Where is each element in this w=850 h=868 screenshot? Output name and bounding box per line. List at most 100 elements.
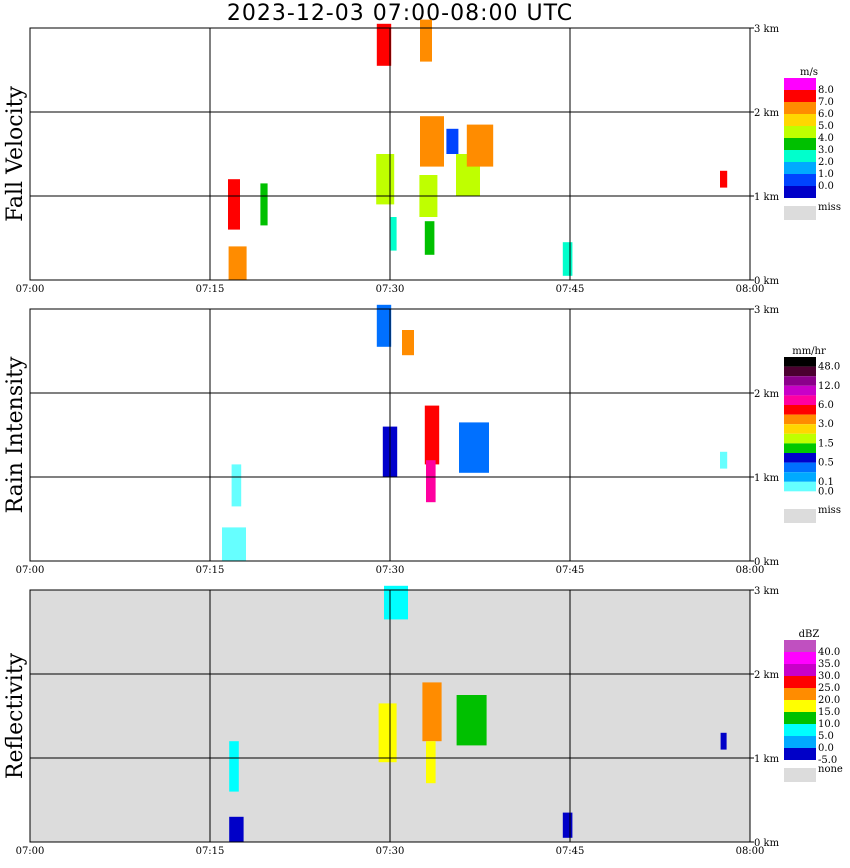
echo-cell — [376, 304, 392, 347]
legend-swatch — [784, 688, 816, 700]
y-tick-label: 0 km — [754, 838, 780, 849]
legend-label: 8.0 — [818, 85, 834, 96]
x-tick-label: 08:00 — [736, 284, 765, 295]
legend-swatch — [784, 664, 816, 676]
legend-label: 15.0 — [818, 707, 840, 718]
legend-label: 12.0 — [818, 381, 840, 392]
legend-label: 0.0 — [818, 181, 834, 192]
legend-swatch — [784, 414, 816, 425]
legend-swatch — [784, 748, 816, 760]
legend-swatch — [784, 385, 816, 396]
legend-missing-label: miss — [818, 202, 841, 213]
legend-unit: dBZ — [799, 629, 820, 640]
x-tick-label: 08:00 — [736, 565, 765, 576]
echo-cell — [456, 695, 487, 746]
echo-cell — [424, 221, 435, 255]
legend-label: 0.1 — [818, 477, 834, 488]
x-tick-label: 07:45 — [556, 565, 585, 576]
legend-swatch — [784, 102, 816, 114]
legend-swatch — [784, 481, 816, 492]
legend-swatch — [784, 405, 816, 415]
x-tick-label: 07:30 — [376, 284, 405, 295]
legend-swatch — [784, 700, 816, 712]
legend-label: 6.0 — [818, 109, 834, 120]
chart-title: 2023-12-03 07:00-08:00 UTC — [226, 1, 574, 26]
legend-swatch — [784, 90, 816, 102]
legend-missing-label: none — [818, 764, 843, 775]
legend-swatch — [784, 424, 816, 434]
legend-label: 4.0 — [818, 133, 834, 144]
echo-cell — [466, 124, 494, 167]
legend-swatch — [784, 472, 816, 482]
echo-cell — [720, 732, 727, 750]
echo-cell — [390, 217, 397, 251]
x-tick-label: 08:00 — [736, 846, 765, 857]
legend-swatch — [784, 162, 816, 174]
echo-cell — [422, 682, 442, 742]
plot-frame — [29, 27, 751, 281]
echo-cell — [426, 460, 436, 503]
legend-swatch — [784, 462, 816, 473]
y-tick-label: 1 km — [754, 754, 780, 765]
x-tick-label: 07:15 — [196, 284, 225, 295]
x-tick-label: 07:30 — [376, 846, 405, 857]
legend-swatch — [784, 443, 816, 453]
legend-swatch — [784, 150, 816, 162]
legend-label: -5.0 — [818, 755, 837, 766]
y-tick-label: 2 km — [754, 108, 780, 119]
x-tick-label: 07:15 — [196, 846, 225, 857]
panel-ylabel: Fall Velocity — [3, 86, 28, 222]
x-tick-label: 07:45 — [556, 846, 585, 857]
echo-cell — [260, 183, 268, 226]
y-tick-label: 2 km — [754, 670, 780, 681]
legend-swatch — [784, 433, 816, 444]
echo-cell — [384, 585, 408, 620]
x-tick-label: 07:00 — [16, 284, 45, 295]
legend-label: 25.0 — [818, 683, 840, 694]
legend-swatch — [784, 114, 816, 126]
legend-label: 35.0 — [818, 659, 840, 670]
plot-frame — [29, 589, 751, 843]
legend-swatch — [784, 491, 816, 501]
legend-label: 20.0 — [818, 695, 840, 706]
x-tick-label: 07:30 — [376, 565, 405, 576]
legend-unit: mm/hr — [792, 346, 826, 357]
legend-label: 48.0 — [818, 362, 840, 373]
echo-cell — [228, 179, 240, 230]
y-tick-label: 2 km — [754, 389, 780, 400]
echo-cell — [229, 741, 239, 792]
y-tick-label: 1 km — [754, 192, 780, 203]
echo-cell — [446, 128, 459, 154]
echo-cell — [459, 422, 489, 473]
legend-label: 0.0 — [818, 743, 834, 754]
y-tick-label: 3 km — [754, 586, 780, 597]
echo-cell — [562, 812, 573, 838]
legend-label: 3.0 — [818, 419, 834, 430]
legend-unit: m/s — [800, 67, 818, 78]
legend-swatch — [784, 357, 816, 367]
legend-swatch — [784, 78, 816, 90]
echo-cell — [222, 527, 246, 561]
echo-cell — [426, 741, 436, 784]
legend-swatch — [784, 186, 816, 198]
legend-swatch — [784, 640, 816, 652]
legend-missing-swatch — [784, 768, 816, 782]
echo-cell — [228, 246, 247, 280]
legend-label: 1.5 — [818, 438, 834, 449]
echo-cell — [720, 451, 728, 469]
panel-ylabel: Reflectivity — [3, 652, 28, 779]
echo-cell — [378, 703, 397, 763]
y-tick-label: 0 km — [754, 276, 780, 287]
plot-frame — [29, 308, 751, 562]
legend-swatch — [784, 453, 816, 463]
legend-label: 5.0 — [818, 731, 834, 742]
legend-label: 3.0 — [818, 145, 834, 156]
legend-missing-swatch — [784, 206, 816, 220]
legend-label: 5.0 — [818, 121, 834, 132]
legend-label: 30.0 — [818, 671, 840, 682]
echo-cell — [231, 464, 242, 507]
legend-label: 6.0 — [818, 400, 834, 411]
x-tick-label: 07:45 — [556, 284, 585, 295]
y-tick-label: 1 km — [754, 473, 780, 484]
